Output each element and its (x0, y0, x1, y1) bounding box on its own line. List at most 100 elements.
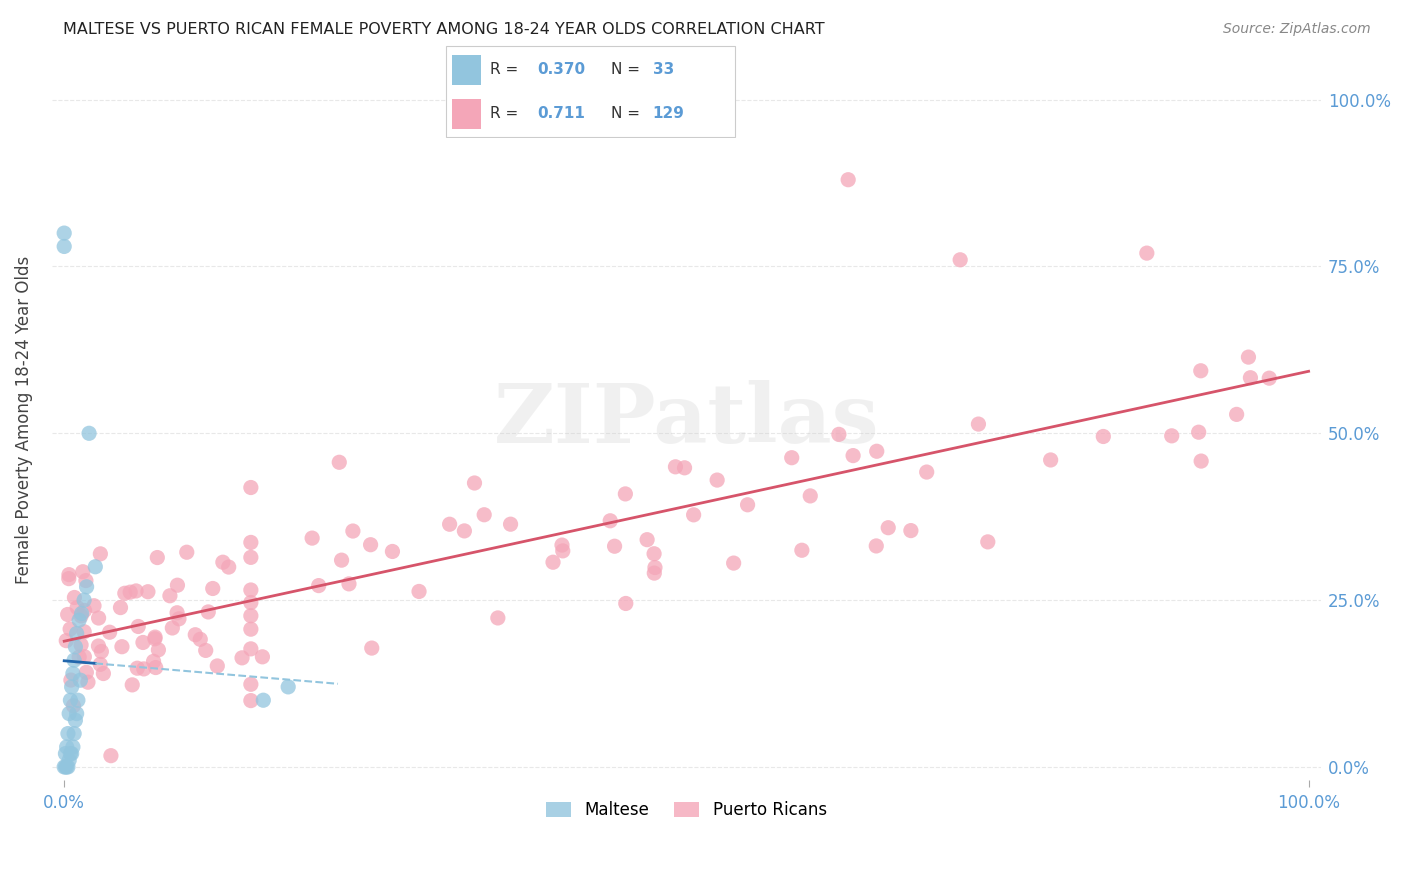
Point (644, 560, 666, 574)
Point (1039, 453, 1062, 467)
Point (1160, 429, 1182, 443)
Point (737, 498, 759, 512)
Text: 0.711: 0.711 (537, 106, 585, 121)
Point (499, 517, 522, 532)
Point (486, 611, 509, 625)
Point (212, 555, 235, 569)
Point (58, 706, 80, 721)
Point (53, 226, 76, 240)
Point (56, 726, 79, 740)
Point (127, 661, 149, 675)
Point (877, 521, 900, 535)
Point (967, 417, 990, 431)
Point (201, 582, 224, 596)
Point (53, 239, 76, 253)
Point (900, 524, 922, 538)
Point (84, 559, 107, 574)
Point (239, 641, 262, 656)
Point (59, 673, 82, 687)
Point (239, 535, 262, 549)
Point (56, 760, 79, 774)
Point (643, 566, 665, 580)
Point (682, 508, 704, 522)
Point (70, 607, 93, 621)
Point (360, 641, 382, 656)
Y-axis label: Female Poverty Among 18-24 Year Olds: Female Poverty Among 18-24 Year Olds (15, 256, 32, 584)
Point (62, 739, 84, 754)
Point (636, 533, 658, 547)
Point (65, 640, 87, 654)
Point (780, 450, 803, 465)
Point (66, 693, 89, 707)
Point (252, 649, 274, 664)
Point (239, 550, 262, 565)
Text: ZIPatlas: ZIPatlas (494, 380, 879, 460)
Point (89, 657, 111, 672)
Point (55, 633, 77, 648)
Text: R =: R = (491, 62, 519, 78)
Point (239, 595, 262, 609)
Point (439, 517, 461, 532)
Point (176, 545, 198, 559)
Point (66, 706, 89, 721)
Point (866, 444, 889, 458)
Point (55, 739, 77, 754)
Point (162, 621, 184, 635)
Point (143, 630, 166, 644)
Point (58, 753, 80, 767)
Point (337, 577, 360, 591)
Point (66, 626, 89, 640)
Point (308, 578, 330, 592)
Point (75, 665, 97, 680)
Point (790, 543, 813, 558)
Point (89, 547, 111, 561)
Point (949, 252, 972, 267)
Point (77, 675, 100, 690)
Point (100, 748, 122, 763)
Point (66, 600, 89, 615)
Text: MALTESE VS PUERTO RICAN FEMALE POVERTY AMONG 18-24 YEAR OLDS CORRELATION CHART: MALTESE VS PUERTO RICAN FEMALE POVERTY A… (63, 22, 825, 37)
Point (301, 531, 323, 545)
Point (60, 680, 83, 694)
Point (865, 539, 887, 553)
Point (706, 473, 728, 487)
Point (1136, 246, 1159, 260)
Point (252, 693, 274, 707)
FancyBboxPatch shape (446, 45, 735, 137)
Point (58, 567, 80, 582)
Point (55, 760, 77, 774)
Point (664, 459, 686, 474)
Point (239, 677, 262, 691)
Point (125, 583, 148, 598)
Point (60, 747, 83, 761)
Point (98, 625, 121, 640)
Point (73, 624, 96, 639)
Text: Source: ZipAtlas.com: Source: ZipAtlas.com (1223, 22, 1371, 37)
Text: N =: N = (612, 62, 640, 78)
Point (599, 514, 621, 528)
Point (842, 449, 865, 463)
Point (166, 606, 188, 620)
Point (73, 603, 96, 617)
Point (330, 553, 353, 567)
Point (1239, 370, 1261, 384)
Legend: Maltese, Puerto Ricans: Maltese, Puerto Ricans (540, 795, 834, 826)
Point (70, 609, 93, 624)
Point (114, 586, 136, 600)
Point (541, 555, 564, 569)
Point (408, 584, 430, 599)
Point (148, 643, 170, 657)
Point (184, 628, 207, 642)
Point (83, 599, 105, 613)
Point (1188, 425, 1211, 440)
Point (239, 608, 262, 623)
Point (231, 650, 253, 665)
Point (110, 600, 132, 615)
Point (132, 635, 155, 649)
Point (69, 673, 91, 688)
Point (55, 760, 77, 774)
Text: 33: 33 (652, 62, 673, 78)
Point (142, 654, 165, 668)
Point (218, 560, 240, 574)
Point (1237, 350, 1260, 364)
